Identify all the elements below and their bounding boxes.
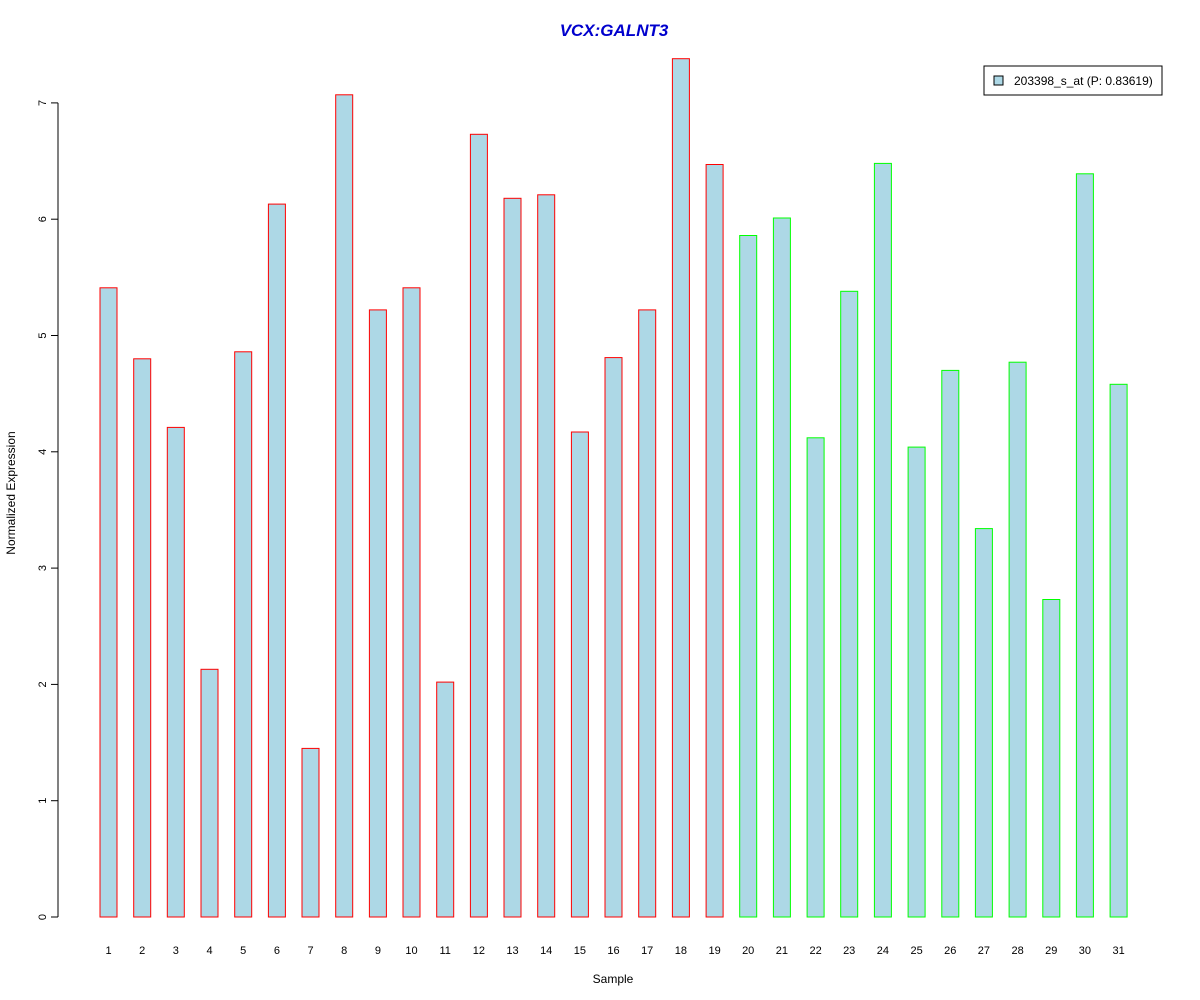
bar-sample-29 — [1042, 599, 1061, 918]
y-tick-label-0: 0 — [37, 914, 49, 920]
bar-sample-23 — [840, 290, 859, 918]
bar-sample-4 — [200, 668, 219, 918]
x-tick-label-8: 8 — [341, 945, 347, 957]
bar-sample-3 — [166, 426, 185, 918]
y-axis: 0 1 2 3 4 5 6 7 — [37, 100, 59, 920]
x-tick-label-3: 3 — [173, 945, 179, 957]
bar-sample-6 — [267, 203, 286, 918]
legend-box — [983, 65, 1163, 96]
bar-sample-27 — [974, 528, 993, 918]
bar-sample-15 — [570, 431, 589, 918]
bar-sample-12 — [469, 133, 488, 918]
y-tick-label-5: 5 — [37, 332, 49, 338]
x-tick-label-30: 30 — [1079, 945, 1091, 957]
bar-sample-30 — [1075, 173, 1094, 918]
y-axis-label: Normalized Expression — [4, 431, 18, 554]
bar-sample-2 — [133, 358, 152, 918]
x-tick-label-2: 2 — [139, 945, 145, 957]
x-tick-label-4: 4 — [206, 945, 212, 957]
bar-sample-28 — [1008, 361, 1027, 918]
bar-sample-31 — [1109, 383, 1128, 918]
bar-sample-22 — [806, 437, 825, 918]
bar-sample-7 — [301, 747, 320, 918]
x-tick-labels: 1 2 3 4 5 6 7 8 9 10 11 12 13 14 15 16 17 18 19 20 21 22 23 24 2… — [105, 945, 1124, 957]
bar-sample-1 — [99, 287, 118, 918]
y-tick-label-2: 2 — [37, 681, 49, 687]
bar-sample-17 — [638, 309, 657, 918]
x-tick-label-7: 7 — [307, 945, 313, 957]
x-tick-label-23: 23 — [843, 945, 855, 957]
y-tick-label-4: 4 — [37, 449, 49, 455]
bar-sample-24 — [873, 162, 892, 918]
x-tick-label-18: 18 — [675, 945, 687, 957]
y-tick-label-7: 7 — [37, 100, 49, 106]
legend-entry-label: 203398_s_at (P: 0.83619) — [1014, 74, 1153, 88]
x-axis-label: Sample — [593, 972, 634, 986]
bars-group — [99, 58, 1128, 918]
legend-swatch — [993, 75, 1004, 86]
x-tick-label-19: 19 — [708, 945, 720, 957]
x-tick-label-10: 10 — [405, 945, 417, 957]
x-tick-label-27: 27 — [978, 945, 990, 957]
x-tick-label-11: 11 — [439, 945, 450, 957]
x-tick-label-29: 29 — [1045, 945, 1057, 957]
x-tick-label-14: 14 — [540, 945, 552, 957]
bar-sample-5 — [234, 351, 253, 918]
y-tick-label-3: 3 — [37, 565, 49, 571]
bar-sample-20 — [739, 235, 758, 918]
x-tick-label-17: 17 — [641, 945, 653, 957]
bar-sample-11 — [436, 681, 455, 918]
bar-sample-16 — [604, 357, 623, 918]
legend: 203398_s_at (P: 0.83619) — [983, 65, 1163, 96]
x-tick-label-16: 16 — [607, 945, 619, 957]
bar-sample-10 — [402, 287, 421, 918]
bar-sample-13 — [503, 197, 522, 918]
x-tick-label-9: 9 — [375, 945, 381, 957]
x-tick-label-31: 31 — [1112, 945, 1124, 957]
bar-sample-26 — [941, 369, 960, 918]
x-tick-label-15: 15 — [574, 945, 586, 957]
bar-sample-14 — [537, 194, 556, 918]
x-tick-label-28: 28 — [1011, 945, 1023, 957]
bar-sample-18 — [671, 58, 690, 918]
bar-sample-9 — [368, 309, 387, 918]
x-tick-label-21: 21 — [776, 945, 788, 957]
x-tick-label-24: 24 — [877, 945, 889, 957]
y-tick-label-6: 6 — [37, 216, 49, 222]
bar-sample-8 — [335, 94, 354, 918]
x-tick-label-26: 26 — [944, 945, 956, 957]
x-tick-label-25: 25 — [910, 945, 922, 957]
x-tick-label-22: 22 — [809, 945, 821, 957]
x-tick-label-1: 1 — [105, 945, 111, 957]
bar-sample-19 — [705, 164, 724, 918]
chart-title: VCX:GALNT3 — [560, 21, 669, 40]
y-tick-label-1: 1 — [37, 798, 49, 804]
x-tick-label-6: 6 — [274, 945, 280, 957]
x-tick-label-13: 13 — [506, 945, 518, 957]
x-tick-label-12: 12 — [473, 945, 485, 957]
bar-sample-21 — [772, 217, 791, 918]
bar-sample-25 — [907, 446, 926, 918]
x-tick-label-5: 5 — [240, 945, 246, 957]
x-tick-label-20: 20 — [742, 945, 754, 957]
